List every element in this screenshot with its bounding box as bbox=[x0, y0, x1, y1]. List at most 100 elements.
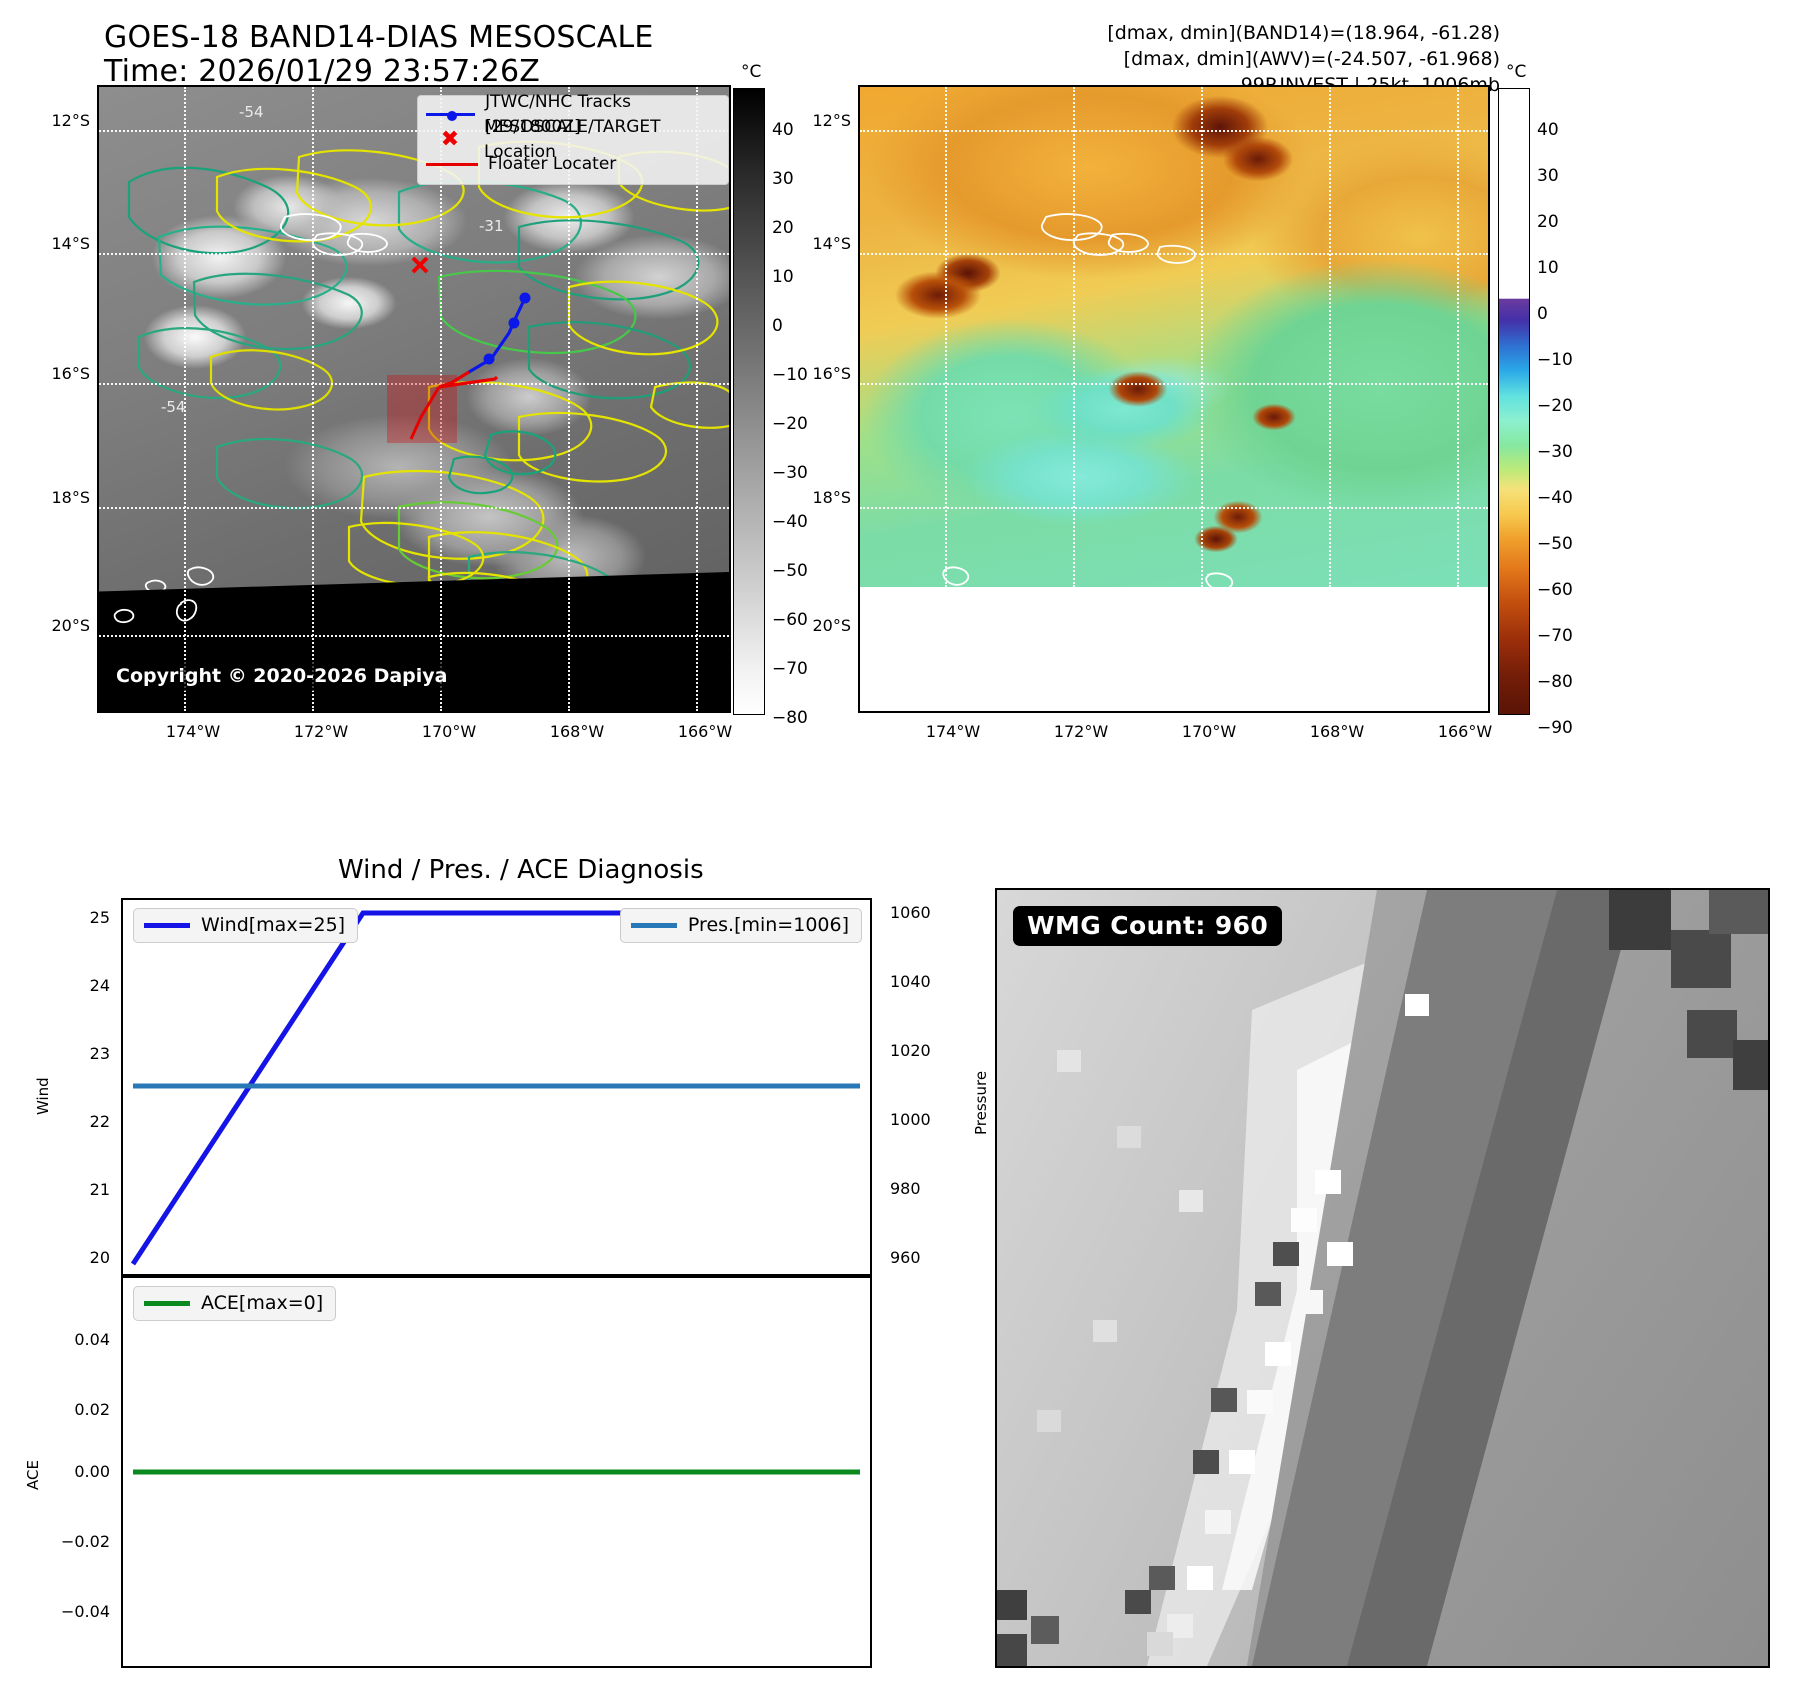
ir-colorbar[interactable] bbox=[733, 88, 765, 715]
awv-cb-tick-3: 10 bbox=[1537, 258, 1559, 278]
grid-lat-18S bbox=[99, 507, 729, 509]
ace-axis-label: ACE bbox=[24, 1460, 42, 1490]
legend-label-target: MESOSCALE/TARGET Location bbox=[483, 117, 661, 162]
awv-lat-tick-4: 20°S bbox=[812, 616, 851, 635]
pres-ytick-1060: 1060 bbox=[890, 903, 931, 922]
wmg-count-badge: WMG Count: 960 bbox=[1013, 906, 1283, 946]
ir-cb-tick-2: 20 bbox=[772, 218, 794, 238]
awv-cb-tick-10: −60 bbox=[1537, 580, 1573, 600]
ir-cb-tick-10: −60 bbox=[772, 610, 808, 630]
awv-colorbar-unit: °C bbox=[1506, 62, 1527, 82]
wind-ytick-24: 24 bbox=[89, 976, 110, 995]
awv-field bbox=[860, 87, 1488, 587]
wind-ytick-20: 20 bbox=[89, 1248, 110, 1267]
pres-ytick-980: 980 bbox=[890, 1179, 921, 1198]
awv-satellite-panel[interactable] bbox=[858, 85, 1490, 713]
ir-cb-tick-0: 40 bbox=[772, 120, 794, 140]
awv-cb-tick-6: −20 bbox=[1537, 396, 1573, 416]
ace-ytick-004: 0.04 bbox=[74, 1330, 110, 1349]
awv-lat-tick-0: 12°S bbox=[812, 111, 851, 130]
grid-lon-166W bbox=[696, 87, 698, 711]
pressure-legend-label: Pres.[min=1006] bbox=[687, 914, 849, 936]
awv-grid-lon-166W bbox=[1457, 87, 1459, 587]
ir-cb-tick-11: −70 bbox=[772, 659, 808, 679]
ace-legend-swatch bbox=[144, 1300, 190, 1306]
ace-ytick-n002: −0.02 bbox=[60, 1532, 110, 1551]
awv-cb-tick-8: −40 bbox=[1537, 488, 1573, 508]
wind-axis-label: Wind bbox=[34, 1077, 52, 1115]
awv-grid-lon-168W bbox=[1329, 87, 1331, 587]
pres-ytick-960: 960 bbox=[890, 1248, 921, 1267]
awv-colorbar[interactable] bbox=[1498, 88, 1530, 715]
grid-lon-168W bbox=[568, 87, 570, 711]
ir-lat-tick-1: 14°S bbox=[51, 234, 90, 253]
awv-cb-tick-5: −10 bbox=[1537, 350, 1573, 370]
awv-cb-tick-13: −90 bbox=[1537, 718, 1573, 738]
awv-cb-tick-7: −30 bbox=[1537, 442, 1573, 462]
ace-ytick-n004: −0.04 bbox=[60, 1602, 110, 1621]
awv-grid-lat-16S bbox=[860, 383, 1488, 385]
stats-band14: [dmax, dmin](BAND14)=(18.964, -61.28) bbox=[1107, 22, 1500, 44]
pressure-axis-label: Pressure bbox=[972, 1070, 990, 1135]
wind-pressure-plot[interactable]: Wind[max=25] Pres.[min=1006] bbox=[121, 898, 872, 1276]
awv-cb-tick-12: −80 bbox=[1537, 672, 1573, 692]
ir-satellite-panel[interactable]: -54 -31 -54 bbox=[97, 85, 731, 713]
pres-ytick-1000: 1000 bbox=[890, 1110, 931, 1129]
ace-plot[interactable]: ACE[max=0] bbox=[121, 1276, 872, 1668]
wind-legend-label: Wind[max=25] bbox=[201, 914, 346, 936]
ir-colorbar-unit: °C bbox=[741, 62, 762, 82]
wind-legend-swatch bbox=[144, 922, 190, 928]
ace-legend-label: ACE[max=0] bbox=[201, 1292, 324, 1314]
awv-lon-tick-2: 170°W bbox=[1181, 722, 1237, 741]
wind-legend: Wind[max=25] bbox=[133, 908, 359, 943]
pres-ytick-1020: 1020 bbox=[890, 1041, 931, 1060]
awv-lon-tick-1: 172°W bbox=[1053, 722, 1109, 741]
awv-coastlines bbox=[942, 213, 1234, 587]
awv-lat-tick-2: 16°S bbox=[812, 364, 851, 383]
awv-grid-lon-174W bbox=[945, 87, 947, 587]
wmg-panel[interactable]: WMG Count: 960 bbox=[995, 888, 1770, 1668]
target-x-icon: ✖ bbox=[440, 126, 460, 152]
ir-lon-tick-1: 172°W bbox=[293, 722, 349, 741]
grid-lon-170W bbox=[440, 87, 442, 711]
page-title-line1: GOES-18 BAND14-DIAS MESOSCALE bbox=[104, 20, 654, 55]
awv-grid-lat-18S bbox=[860, 507, 1488, 509]
night-region-lower bbox=[99, 707, 729, 711]
legend-row-target: ✖ MESOSCALE/TARGET Location bbox=[426, 117, 718, 161]
grid-lat-20S bbox=[99, 635, 729, 637]
ir-cb-tick-7: −30 bbox=[772, 463, 808, 483]
awv-cb-tick-9: −50 bbox=[1537, 534, 1573, 554]
legend-row-floater: Floater Locater bbox=[426, 152, 718, 177]
ir-cb-tick-12: −80 bbox=[772, 708, 808, 728]
ir-lon-tick-4: 166°W bbox=[677, 722, 733, 741]
track-line-icon bbox=[426, 111, 476, 121]
pressure-legend: Pres.[min=1006] bbox=[619, 908, 862, 943]
ace-ytick-000: 0.00 bbox=[74, 1462, 110, 1481]
svg-text:-54: -54 bbox=[161, 398, 186, 416]
legend-row-tracks: JTWC/NHC Tracks [29/1800Z] bbox=[426, 92, 718, 137]
wind-ytick-22: 22 bbox=[89, 1112, 110, 1131]
ir-track-overlay[interactable] bbox=[99, 87, 731, 713]
page-title-line2: Time: 2026/01/29 23:57:26Z bbox=[104, 54, 540, 89]
ir-cb-tick-3: 10 bbox=[772, 267, 794, 287]
ir-map-legend: JTWC/NHC Tracks [29/1800Z] ✖ MESOSCALE/T… bbox=[417, 92, 729, 185]
awv-grid-lat-14S bbox=[860, 253, 1488, 255]
awv-grid-lon-172W bbox=[1073, 87, 1075, 587]
ir-lon-tick-0: 174°W bbox=[165, 722, 221, 741]
ace-ytick-002: 0.02 bbox=[74, 1400, 110, 1419]
ace-legend: ACE[max=0] bbox=[133, 1286, 337, 1321]
grid-lon-174W bbox=[184, 87, 186, 711]
awv-cb-tick-1: 30 bbox=[1537, 166, 1559, 186]
grid-lat-16S bbox=[99, 383, 729, 385]
ir-lon-tick-3: 168°W bbox=[549, 722, 605, 741]
ir-lat-tick-3: 18°S bbox=[51, 488, 90, 507]
wind-ytick-21: 21 bbox=[89, 1180, 110, 1199]
ir-cb-tick-6: −20 bbox=[772, 414, 808, 434]
ir-night-islands bbox=[113, 599, 198, 624]
awv-grid-lon-170W bbox=[1201, 87, 1203, 587]
awv-lon-tick-0: 174°W bbox=[925, 722, 981, 741]
awv-lon-tick-4: 166°W bbox=[1437, 722, 1493, 741]
awv-lat-tick-3: 18°S bbox=[812, 488, 851, 507]
awv-cb-tick-0: 40 bbox=[1537, 120, 1559, 140]
